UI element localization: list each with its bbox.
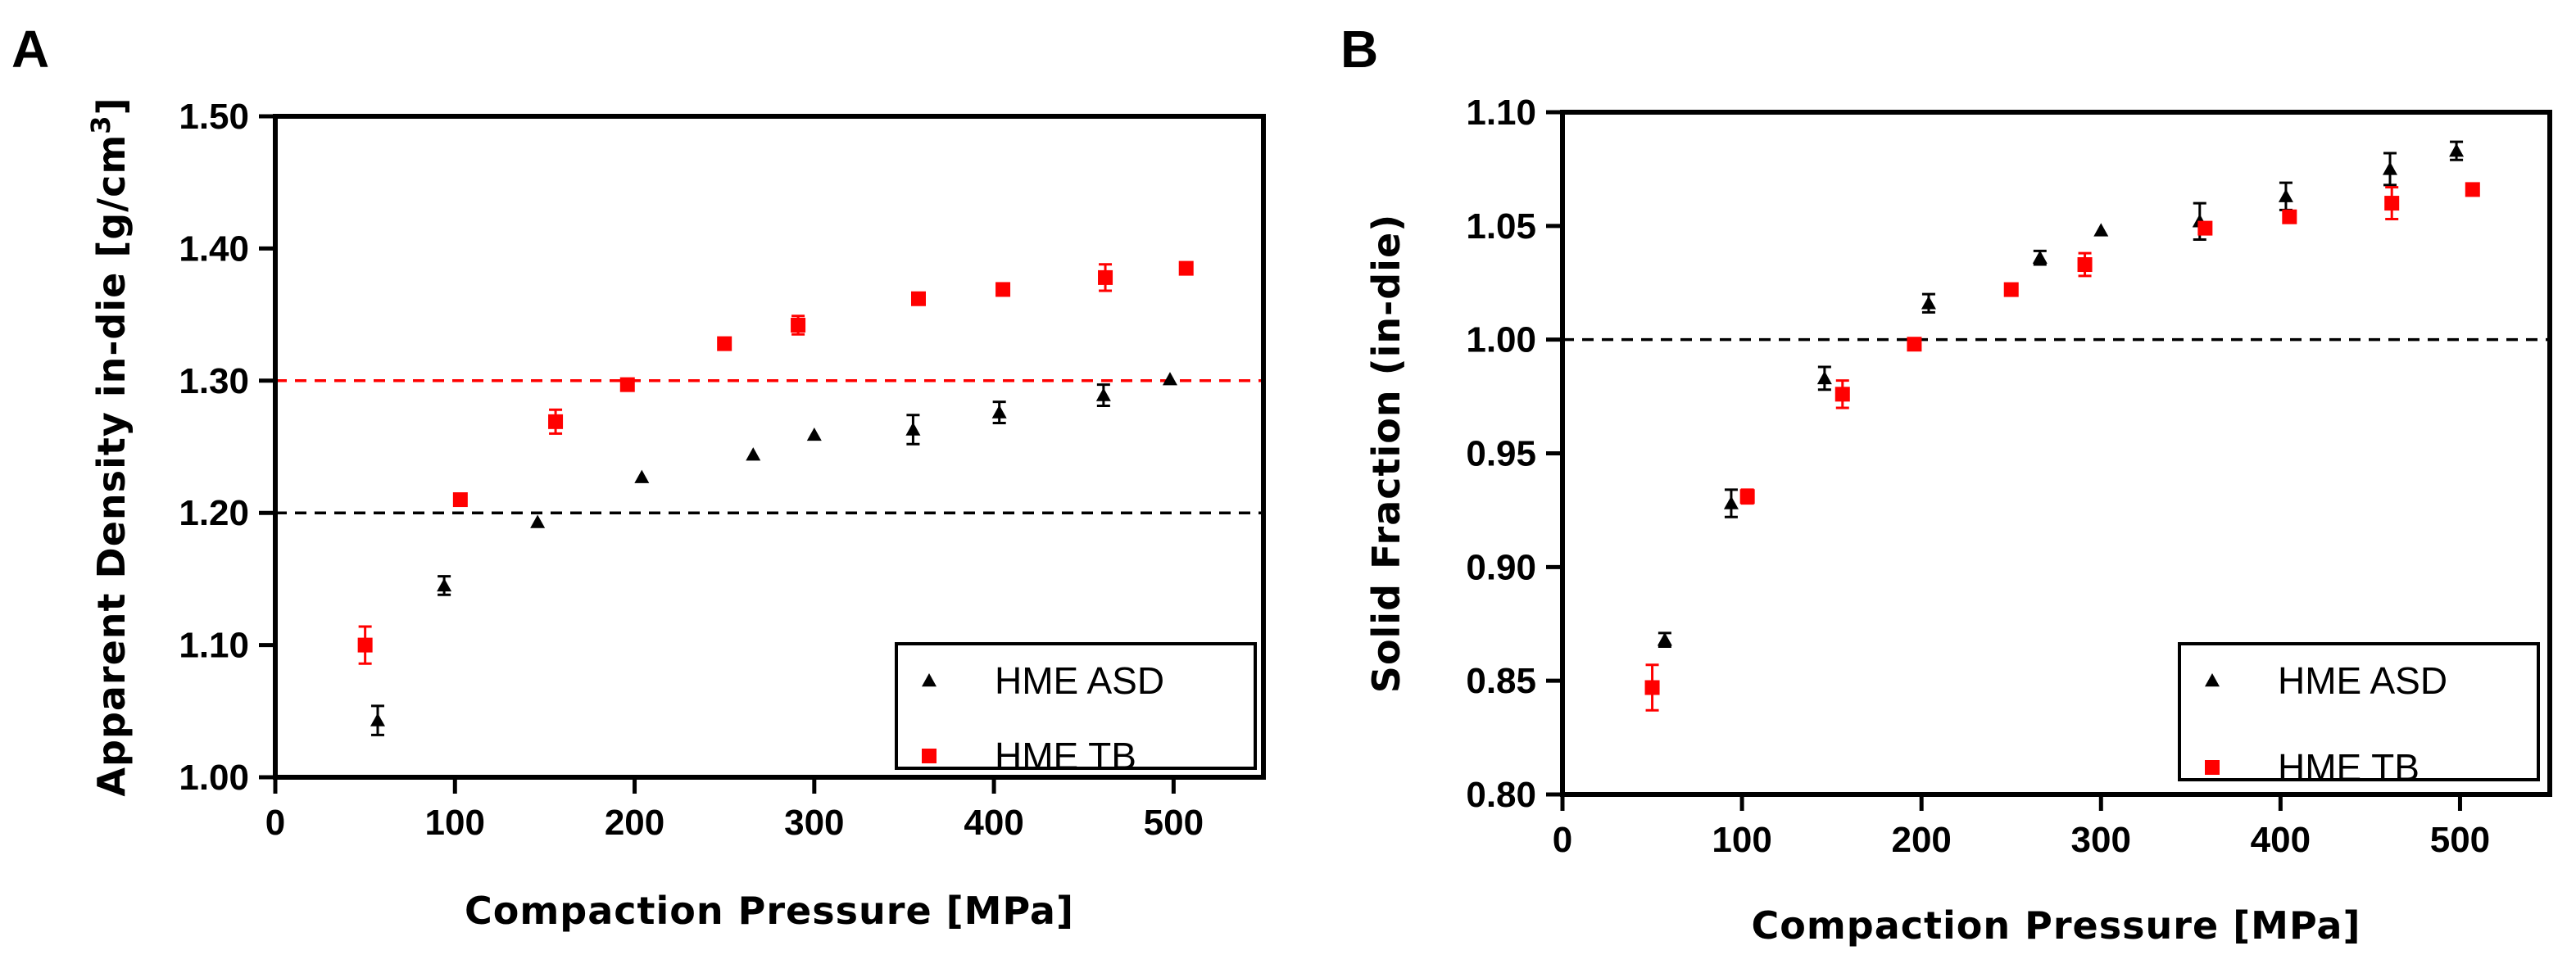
panel-a-data-point [634,469,650,483]
panel-b-y-tick-label: 1.10 [1466,93,1536,133]
panel-a-y-axis-title: Apparent Density in-die [g/cm3] [85,97,134,796]
panel-b-data-point [1739,489,1755,505]
panel-a-legend-label: HME TB [995,735,1136,777]
panel-b-data-point [1907,337,1922,352]
panel-a-data-point [1178,260,1194,276]
panel-b-data-point [2282,209,2297,224]
panel-b-data-point [2197,220,2213,236]
panel-a-y-axis-title-end: ] [89,97,134,115]
panel-b-x-tick-label: 500 [2430,820,2490,860]
panel-b-data-point [1816,370,1832,385]
panel-b-series-hme-tb [1644,182,2480,712]
panel-b-data-point [2383,161,2398,175]
panel-b-legend-label: HME ASD [2278,659,2447,702]
panel-b-y-tick-label: 1.00 [1466,320,1536,360]
panel-b-x-tick-label: 300 [2071,820,2131,860]
panel-a-y-tick-label: 1.30 [179,361,249,401]
panel-a-data-point [370,713,385,726]
panel-a-series-hme-tb [357,260,1194,665]
panel-a-data-point [357,637,373,653]
panel-b-legend-label: HME TB [2278,746,2420,789]
panel-b-series-hme-asd [1657,140,2465,649]
panel-b-data-point [1834,387,1850,402]
panel-a-data-point [437,577,452,592]
panel-b-data-point [2449,143,2465,157]
panel-a-data-point [806,427,822,441]
panel-b-data-point [1723,496,1739,509]
panel-a-data-point [1162,372,1177,386]
panel-b-data-point [2384,196,2400,211]
panel-b-y-tick-label: 1.05 [1466,206,1536,247]
panel-b-letter: B [1340,20,1378,79]
panel-a-data-point [452,492,468,508]
panel-a-y-tick-label: 1.00 [179,758,249,798]
panel-a-x-tick-label: 400 [964,803,1023,843]
panel-b-data-point [1644,680,1660,695]
panel-a-data-point [910,291,926,306]
panel-a-x-tick-label: 200 [605,803,664,843]
panel-a-y-tick-label: 1.50 [179,97,249,137]
panel-a-y-tick-label: 1.40 [179,229,249,269]
panel-a-data-point [530,514,546,528]
panel-b-y-tick-label: 0.90 [1466,547,1536,587]
panel-b-data-point [2003,282,2019,297]
panel-a-legend-marker [922,673,937,687]
panel-a-data-point [995,282,1011,297]
panel-a-x-tick-label: 300 [784,803,844,843]
panel-a-plot-frame [273,114,1266,780]
panel-a-x-tick-label: 500 [1144,803,1204,843]
panel-b-x-axis-title: Compaction Pressure [MPa] [1752,903,2361,948]
panel-b-y-tick-label: 0.85 [1466,661,1536,701]
panel-b-data-point [1921,296,1936,310]
panel-b-x-tick-label: 400 [2251,820,2311,860]
panel-a-legend-marker [922,749,937,763]
panel-a-letter: A [11,20,49,79]
panel-a-x-tick-label: 0 [265,803,285,843]
panel-b-legend-box [2178,642,2540,781]
panel-b-data-point [2093,223,2109,237]
panel-a-chart: A 0 100 200 300 400 500 1.00 1.10 1.20 1.30 1.40 1.5… [11,20,1266,933]
panel-a-y-tick-label: 1.10 [179,626,249,666]
panel-a-data-point [791,318,806,333]
panel-b-x-tick-label: 0 [1553,820,1572,860]
panel-b-y-tick-label: 0.95 [1466,434,1536,474]
panel-a-y-axis-title-main: Apparent Density in-die [g/cm [89,134,134,797]
panel-b-legend-marker [2205,760,2220,775]
panel-a-data-point [905,422,921,436]
panel-a-data-point [717,336,732,351]
panel-b-data-point [2465,182,2480,197]
panel-a-data-point [991,405,1007,419]
panel-b-x-tick-label: 200 [1891,820,1951,860]
panel-a-series-hme-asd [370,372,1177,736]
panel-b-y-axis-title: Solid Fraction (in-die) [1364,214,1408,693]
panel-a-data-point [746,447,761,461]
panel-b-chart: B 0 100 200 300 400 500 0.80 0.85 0.90 0.95 1.00 1.0… [1340,20,2552,948]
panel-b-data-point [2278,188,2293,202]
panel-a-y-axis-title-superscript: 3 [85,115,116,134]
panel-a-data-point [619,377,635,392]
panel-a-data-point [1098,269,1113,285]
panel-b-x-tick-label: 100 [1712,820,1771,860]
panel-a-data-point [1095,387,1111,401]
panel-a-legend-label: HME ASD [995,659,1164,702]
panel-b-data-point [2032,250,2048,264]
panel-b-y-axis-title-main: Solid Fraction (in-die) [1364,214,1408,693]
panel-b-y-tick-label: 0.80 [1466,775,1536,815]
panel-a-x-axis-title: Compaction Pressure [MPa] [465,889,1074,933]
panel-b-data-point [2077,257,2093,273]
panel-a-x-tick-label: 100 [425,803,485,843]
panel-a-data-point [548,414,564,429]
panel-b-legend-marker [2205,673,2220,687]
panel-b-data-point [1657,632,1672,646]
panel-a-legend-box [895,642,1257,770]
panel-a-y-tick-label: 1.20 [179,493,249,533]
